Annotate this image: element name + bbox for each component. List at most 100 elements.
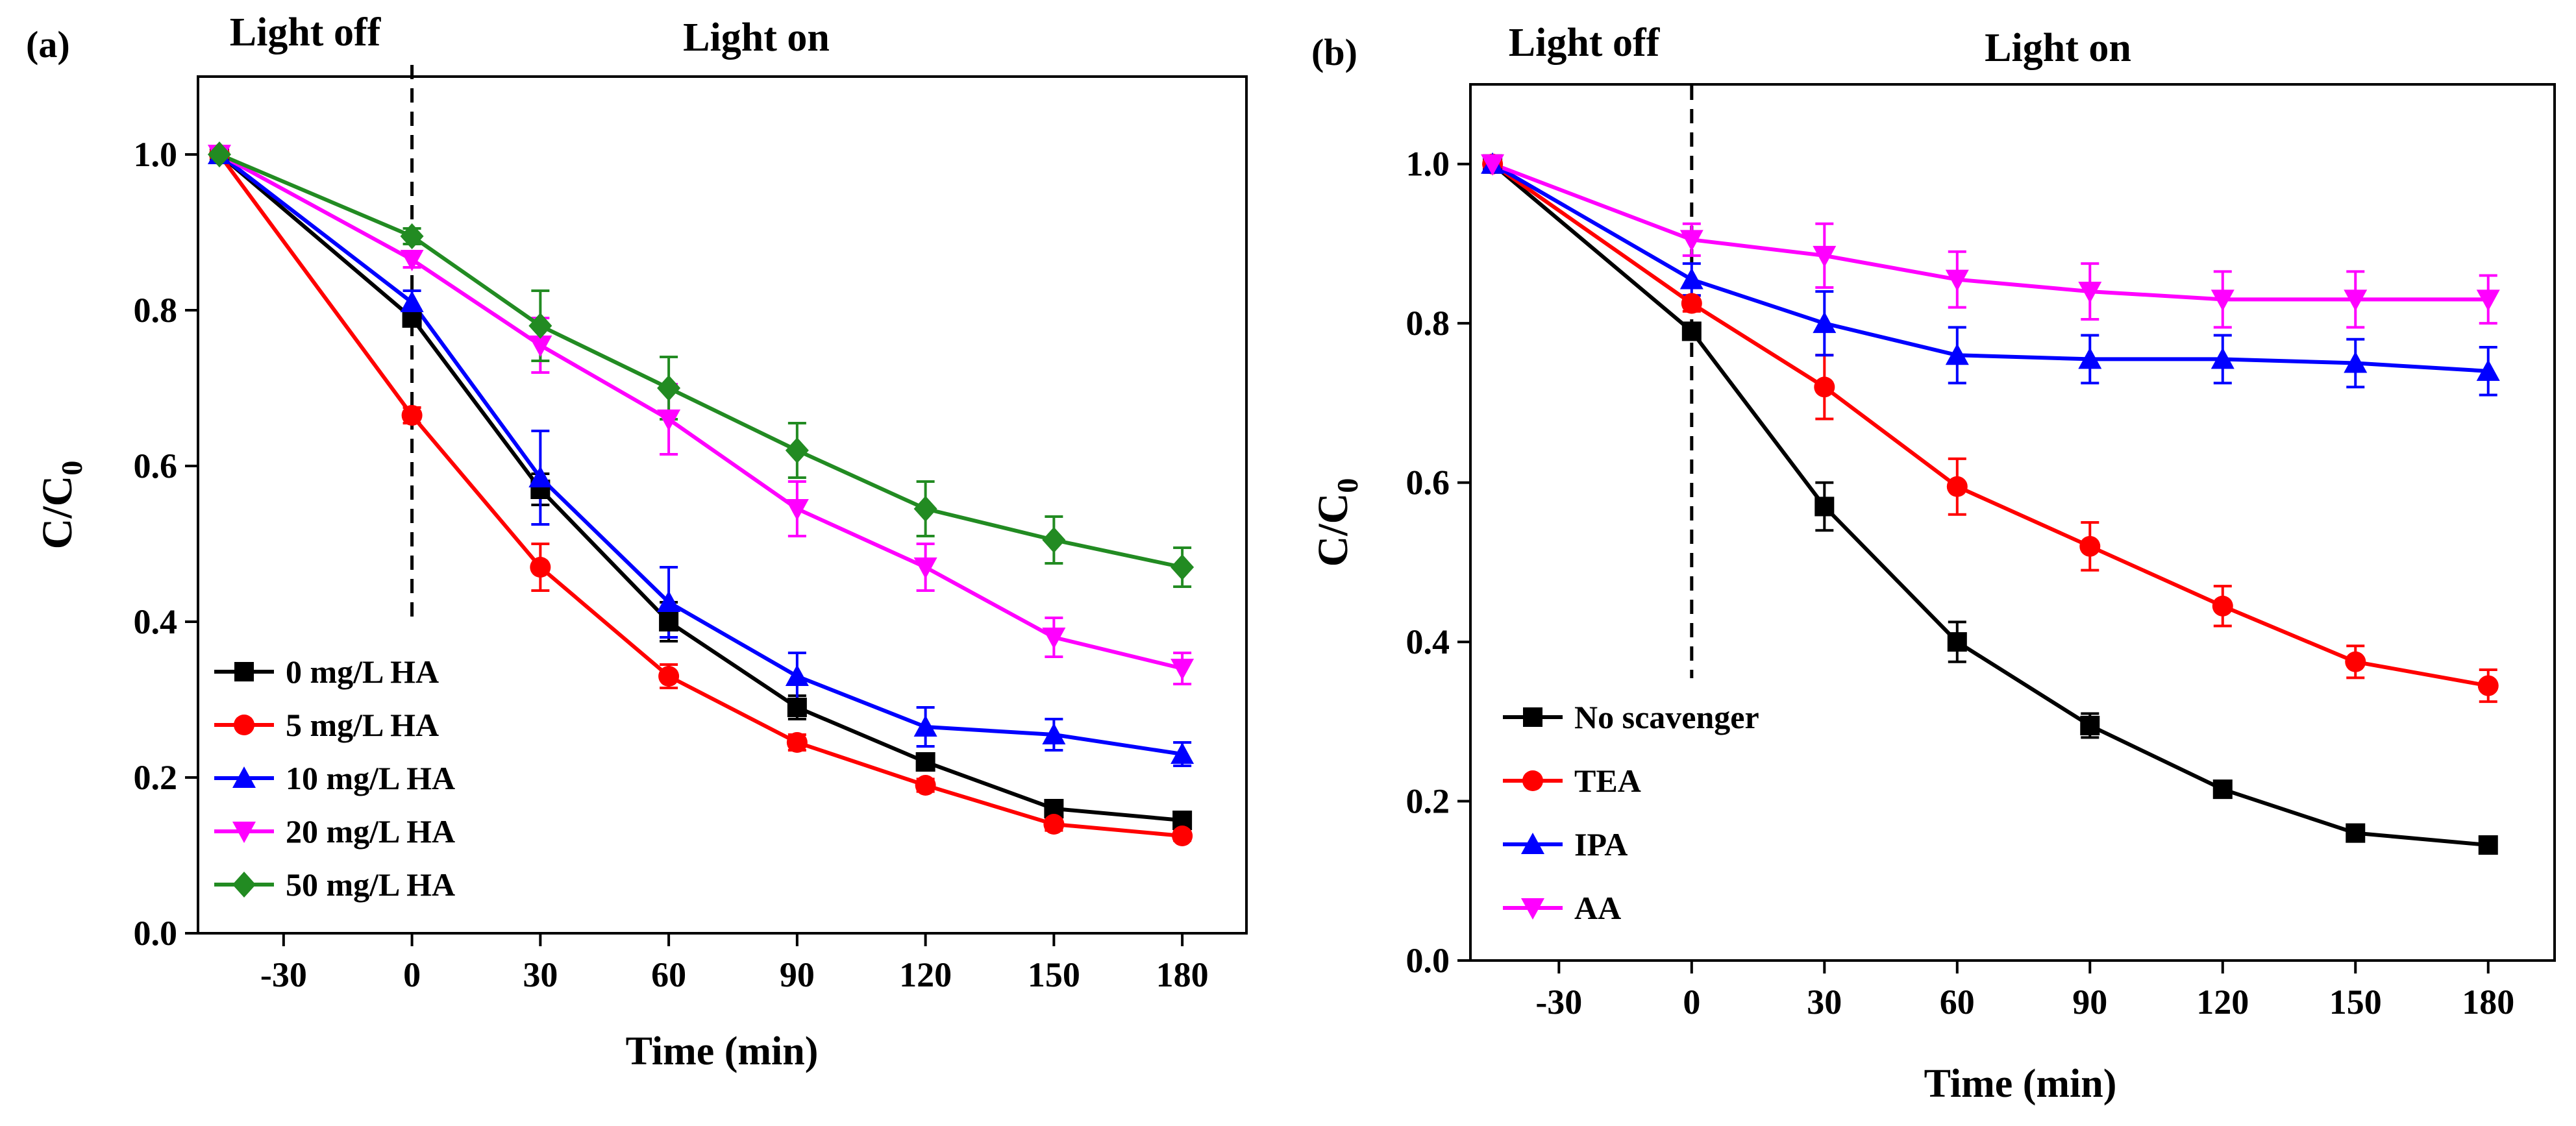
marker-s1-p2 bbox=[1814, 376, 1835, 398]
marker-s1-p4 bbox=[786, 732, 808, 753]
y-tick-label-0: 0.0 bbox=[134, 914, 178, 953]
series-line-0 bbox=[1491, 162, 2489, 848]
series-markers bbox=[1481, 152, 2500, 855]
marker-s0-p1 bbox=[1681, 321, 1702, 341]
marker-s2-p7 bbox=[2476, 359, 2500, 381]
y-tick-label-5: 1.0 bbox=[134, 135, 178, 174]
marker-s3-p3 bbox=[657, 410, 681, 431]
marker-s2-p6 bbox=[2344, 351, 2368, 373]
marker-s0-p5 bbox=[915, 752, 935, 772]
marker-s3-p5 bbox=[2211, 289, 2235, 312]
marker-slegend0-p0 bbox=[1523, 707, 1542, 727]
phase-label-light: Light on bbox=[683, 16, 830, 60]
marker-s3-p7 bbox=[2476, 289, 2500, 312]
y-tick-label-2: 0.4 bbox=[1406, 622, 1450, 661]
marker-s3-p2 bbox=[1813, 245, 1837, 267]
marker-s0-p3 bbox=[1947, 632, 1967, 652]
marker-s3-p6 bbox=[2344, 289, 2368, 312]
x-tick-label-7: 180 bbox=[1156, 955, 1209, 994]
marker-s4-p2 bbox=[528, 313, 552, 339]
marker-slegend1-p0 bbox=[234, 715, 254, 735]
marker-s4-p0 bbox=[207, 141, 231, 167]
series-line-3 bbox=[1492, 162, 2488, 302]
marker-s4-p3 bbox=[657, 375, 681, 401]
y-axis-label-sub: 0 bbox=[55, 461, 88, 476]
y-tick-label-1: 0.2 bbox=[134, 758, 178, 797]
marker-slegend1-p0 bbox=[1522, 770, 1543, 791]
y-tick-label-1: 0.2 bbox=[1406, 782, 1450, 821]
legend-label-2: IPA bbox=[1574, 826, 1628, 863]
legend-label-1: TEA bbox=[1574, 763, 1641, 799]
marker-s1-p3 bbox=[658, 666, 680, 687]
marker-s0-p4 bbox=[787, 698, 807, 717]
legend-item-0: 0 mg/L HA bbox=[214, 654, 439, 690]
marker-slegend2-p0 bbox=[232, 766, 256, 788]
marker-s4-p5 bbox=[913, 496, 937, 522]
x-tick-label-1: 0 bbox=[1683, 983, 1700, 1022]
x-tick-label-2: 30 bbox=[1807, 983, 1842, 1022]
legend-label-3: 20 mg/L HA bbox=[286, 813, 455, 850]
marker-slegend2-p0 bbox=[1521, 833, 1544, 854]
legend-label-2: 10 mg/L HA bbox=[286, 760, 455, 796]
marker-s4-p1 bbox=[400, 223, 424, 249]
marker-s4-p4 bbox=[785, 437, 809, 463]
marker-s2-p6 bbox=[1042, 723, 1066, 744]
marker-s3-p4 bbox=[785, 499, 809, 520]
marker-s3-p0 bbox=[1481, 154, 1505, 176]
legend-item-2: 10 mg/L HA bbox=[214, 760, 455, 796]
x-tick-label-0: -30 bbox=[260, 955, 307, 994]
marker-s3-p5 bbox=[913, 557, 937, 579]
marker-s0-p7 bbox=[2478, 835, 2498, 855]
y-tick-label-4: 0.8 bbox=[1406, 304, 1450, 343]
marker-s1-p7 bbox=[2477, 675, 2499, 696]
marker-s2-p2 bbox=[1813, 312, 1837, 334]
x-tick-label-1: 0 bbox=[403, 955, 421, 994]
phase-label-dark: Light off bbox=[230, 10, 382, 55]
legend-label-1: 5 mg/L HA bbox=[286, 707, 439, 743]
marker-s0-p6 bbox=[2346, 823, 2366, 843]
x-tick-label-5: 120 bbox=[899, 955, 952, 994]
tick-labels: -30 0 30 60 90 120 150 180 0.0 0.2 0.4 0.6 0.8 1.0 bbox=[134, 135, 1209, 994]
panel-label: (a) bbox=[26, 23, 70, 66]
marker-slegend4-p0 bbox=[232, 872, 256, 898]
x-tick-label-6: 150 bbox=[2329, 983, 2382, 1022]
marker-s1-p6 bbox=[1043, 814, 1065, 835]
marker-s0-p2 bbox=[1814, 496, 1835, 517]
marker-s1-p3 bbox=[1946, 476, 1968, 497]
x-axis-label: Time (min) bbox=[1924, 1062, 2117, 1106]
legend-item-0: No scavenger bbox=[1503, 699, 1759, 735]
phase-label-light: Light on bbox=[1985, 26, 2131, 70]
legend-item-1: 5 mg/L HA bbox=[214, 707, 439, 743]
marker-s1-p4 bbox=[2079, 535, 2101, 557]
legend-item-4: 50 mg/L HA bbox=[214, 866, 455, 903]
panel-a: (a) Light off Light on -30 0 30 60 90 120 150 1… bbox=[26, 10, 1248, 1073]
marker-s1-p5 bbox=[2212, 595, 2233, 617]
marker-slegend3-p0 bbox=[232, 822, 256, 843]
marker-s2-p1 bbox=[1679, 267, 1703, 289]
y-axis-label-main: C/C bbox=[1309, 493, 1357, 567]
marker-s1-p1 bbox=[1681, 293, 1702, 314]
y-axis-label-main: C/C bbox=[34, 476, 81, 550]
series-line-1 bbox=[217, 153, 1183, 838]
series-markers bbox=[207, 141, 1195, 846]
marker-s0-p3 bbox=[659, 612, 679, 631]
y-tick-label-3: 0.6 bbox=[1406, 463, 1450, 502]
series-lines bbox=[1491, 162, 2489, 848]
y-axis-label: C/C0 bbox=[34, 461, 88, 550]
marker-slegend0-p0 bbox=[234, 662, 254, 681]
marker-s0-p4 bbox=[2080, 715, 2100, 735]
legend: 0 mg/L HA 5 mg/L HA 10 mg/L HA 20 mg/L HA 50… bbox=[214, 654, 455, 903]
marker-s3-p1 bbox=[1679, 230, 1703, 252]
legend-label-4: 50 mg/L HA bbox=[286, 866, 455, 903]
marker-s4-p7 bbox=[1170, 554, 1195, 580]
axis-ticks bbox=[1457, 162, 2490, 973]
marker-s4-p6 bbox=[1042, 527, 1066, 553]
marker-s2-p3 bbox=[657, 591, 681, 612]
marker-s2-p5 bbox=[2211, 347, 2235, 369]
marker-s2-p3 bbox=[1945, 343, 1969, 365]
y-tick-label-2: 0.4 bbox=[134, 602, 178, 641]
legend-label-3: AA bbox=[1574, 890, 1621, 926]
marker-s3-p1 bbox=[400, 250, 424, 271]
marker-s0-p5 bbox=[2212, 779, 2233, 800]
